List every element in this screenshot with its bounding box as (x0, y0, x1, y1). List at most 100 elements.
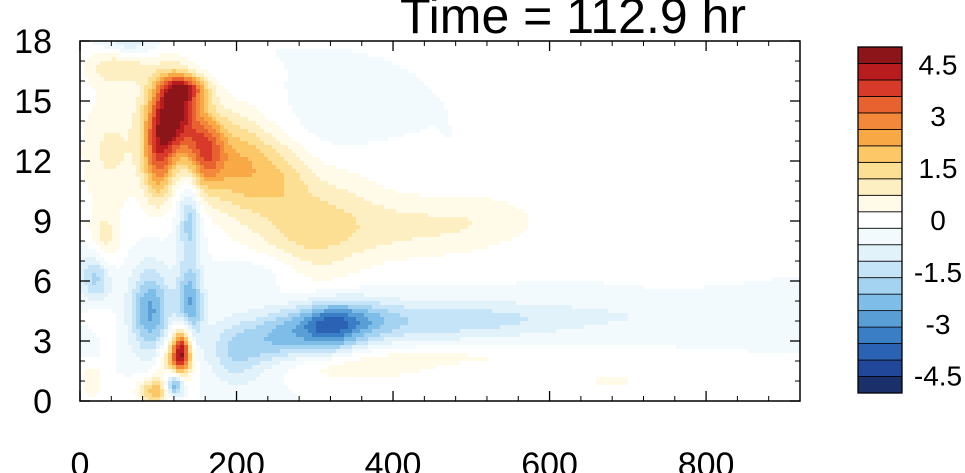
contour-cell (152, 373, 164, 377)
contour-cell (208, 85, 216, 89)
contour-cell (184, 317, 188, 321)
contour-cell (148, 145, 152, 149)
contour-cell (380, 333, 404, 337)
contour-cell (216, 373, 260, 377)
contour-cell (200, 201, 208, 205)
contour-cell (140, 317, 148, 321)
contour-cell (352, 349, 372, 353)
contour-cell (196, 105, 200, 109)
contour-cell (312, 301, 380, 305)
contour-cell (184, 241, 196, 245)
contour-cell (160, 381, 164, 385)
contour-cell (144, 209, 168, 213)
contour-cell (188, 345, 192, 349)
contour-cell (216, 85, 224, 89)
contour-cell (156, 93, 160, 97)
contour-cell (164, 101, 184, 105)
colorbar-box (857, 211, 903, 229)
contour-cell (204, 105, 208, 109)
contour-cell (380, 301, 516, 305)
contour-cell (136, 305, 140, 309)
contour-cell (176, 133, 180, 137)
contour-cell (220, 357, 232, 361)
contour-cell (208, 293, 336, 297)
contour-cell (208, 129, 216, 133)
contour-cell (372, 329, 392, 333)
contour-cell (100, 73, 152, 77)
contour-cell (140, 113, 144, 117)
contour-cell (176, 365, 184, 369)
contour-cell (144, 129, 148, 133)
contour-cell (92, 205, 124, 209)
contour-cell (136, 169, 140, 173)
contour-cell (160, 313, 164, 317)
contour-cell (176, 245, 184, 249)
contour-cell (160, 53, 180, 57)
contour-cell (264, 237, 288, 241)
contour-cell (252, 229, 280, 233)
contour-cell (264, 153, 280, 157)
contour-cell (116, 369, 148, 373)
contour-cell (152, 153, 156, 157)
contour-cell (384, 205, 516, 209)
contour-cell (104, 137, 124, 141)
contour-cell (172, 185, 180, 189)
contour-cell (140, 289, 148, 293)
contour-cell (116, 353, 136, 357)
contour-cell (200, 149, 212, 153)
contour-cell (188, 313, 196, 317)
contour-cell (196, 73, 204, 77)
contour-cell (204, 265, 264, 269)
contour-cell (276, 325, 296, 329)
contour-cell (184, 217, 188, 221)
contour-cell (112, 57, 116, 61)
contour-cell (196, 249, 200, 253)
contour-cell (192, 301, 196, 305)
contour-cell (172, 389, 176, 393)
contour-cell (248, 309, 280, 313)
contour-cell (144, 377, 152, 381)
contour-cell (236, 217, 268, 221)
contour-cell (84, 121, 132, 125)
contour-cell (204, 117, 212, 121)
contour-cell (216, 129, 220, 133)
contour-cell (156, 205, 160, 209)
contour-cell (168, 353, 172, 357)
contour-cell (136, 381, 144, 385)
contour-cell (204, 197, 220, 201)
contour-cell (180, 193, 196, 197)
contour-cell (200, 153, 212, 157)
contour-cell (192, 217, 196, 221)
contour-cell (276, 245, 304, 249)
contour-cell (516, 301, 800, 305)
contour-cell (288, 313, 300, 317)
contour-cell (148, 309, 156, 313)
contour-cell (168, 265, 172, 269)
contour-cell (168, 317, 184, 321)
contour-cell (252, 165, 276, 169)
contour-cell (216, 345, 228, 349)
contour-cell (192, 121, 200, 125)
contour-cell (244, 329, 272, 333)
contour-cell (372, 321, 384, 325)
contour-cell (144, 121, 148, 125)
contour-cell (144, 157, 148, 161)
contour-cell (100, 233, 112, 237)
contour-cell (216, 141, 224, 145)
contour-cell (344, 337, 356, 341)
contour-cell (356, 325, 368, 329)
contour-cell (204, 97, 208, 101)
contour-cell (124, 157, 132, 161)
contour-cell (252, 209, 344, 213)
contour-cell (164, 349, 168, 353)
contour-cell (180, 209, 184, 213)
contour-cell (248, 129, 264, 133)
contour-cell (112, 233, 120, 237)
contour-cell (200, 277, 204, 281)
y-axis: 0 3 6 9 12 15 18 (14, 23, 800, 421)
contour-cell (184, 197, 192, 201)
contour-cell (180, 389, 184, 393)
contour-cell (356, 337, 368, 341)
contour-cell (104, 249, 116, 253)
contour-cell (128, 129, 140, 133)
